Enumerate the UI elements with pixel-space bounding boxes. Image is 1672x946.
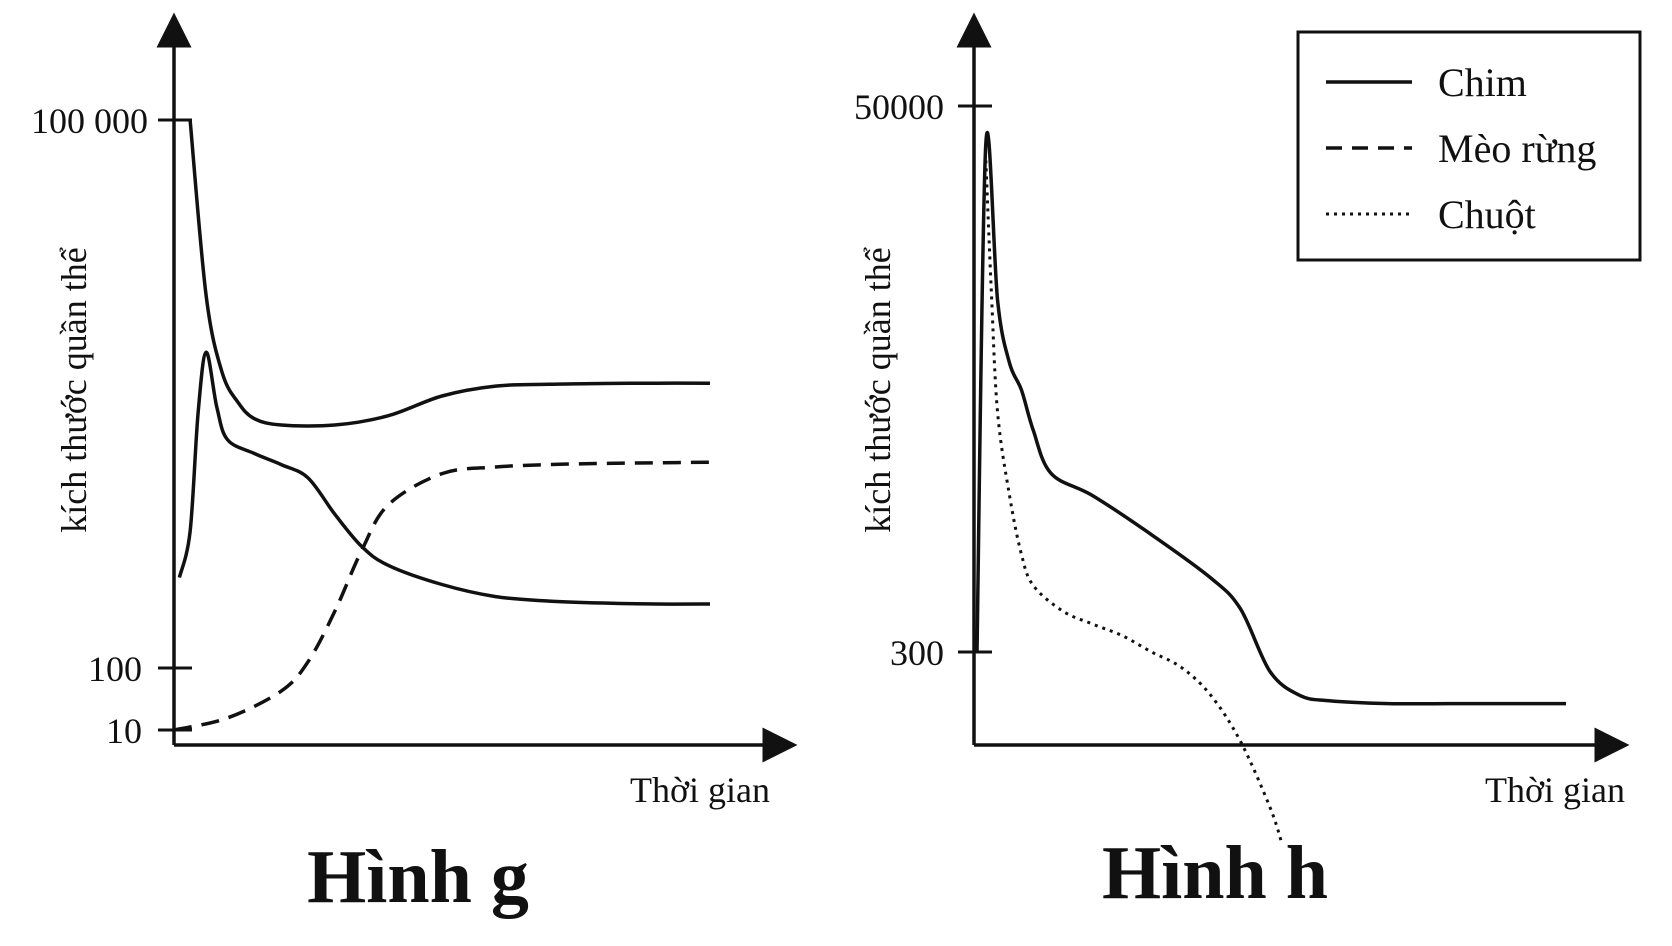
panel-g-tick-label-10: 10 [106, 711, 142, 751]
panel-h-caption: Hình h [1102, 831, 1328, 915]
panel-h-y-axis-title: kích thước quần thể [858, 247, 898, 532]
legend-label-chim: Chim [1438, 60, 1527, 105]
panel-h-series-chuot [984, 160, 1284, 844]
legend-label-chuot: Chuột [1438, 192, 1536, 237]
panel-g-y-axis-title: kích thước quần thể [54, 247, 94, 532]
panel-g: 100 000 100 10 kích thước quần thể Thời … [31, 12, 798, 919]
panel-g-series-chuot [177, 350, 711, 606]
legend-label-meo-rung: Mèo rừng [1438, 126, 1596, 171]
panel-h: 50000 300 kích thước quần thể Thời gian … [854, 12, 1630, 915]
panel-h-tick-label-300: 300 [890, 633, 944, 673]
panel-g-tick-label-100: 100 [88, 649, 142, 689]
legend-box [1296, 30, 1642, 262]
panel-h-tick-label-50000: 50000 [854, 87, 944, 127]
panel-g-caption: Hình g [307, 835, 529, 919]
panel-h-x-axis-title: Thời gian [1485, 770, 1625, 810]
panel-g-tick-label-100000: 100 000 [31, 101, 148, 141]
panel-g-series-chim [188, 119, 711, 428]
legend: Chim Mèo rừng Chuột [1296, 30, 1642, 262]
panel-g-x-axis-title: Thời gian [630, 770, 770, 810]
panel-h-series-chim [975, 130, 1566, 706]
panel-g-series-meo-rung [173, 460, 711, 732]
